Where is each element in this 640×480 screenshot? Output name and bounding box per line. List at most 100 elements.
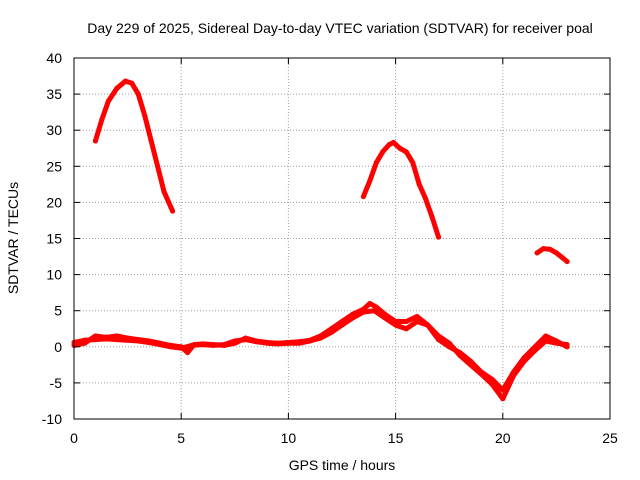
- data-point: [360, 194, 366, 200]
- data-point: [553, 338, 559, 344]
- series-baseline-b: [71, 308, 570, 393]
- data-point: [393, 322, 399, 328]
- data-point: [436, 234, 441, 240]
- data-point: [468, 358, 474, 364]
- series-arc-3: [534, 246, 570, 265]
- y-tick-label: 15: [46, 231, 62, 247]
- data-point: [157, 342, 163, 348]
- data-point: [446, 344, 452, 350]
- data-point: [367, 301, 373, 306]
- data-point: [232, 338, 238, 344]
- x-tick-label: 10: [281, 430, 297, 446]
- data-point: [436, 337, 441, 343]
- data-point: [521, 355, 527, 361]
- data-point: [168, 344, 173, 350]
- chart-title: Day 229 of 2025, Sidereal Day-to-day VTE…: [87, 20, 593, 36]
- data-point: [155, 163, 161, 169]
- y-tick-label: 5: [54, 303, 62, 319]
- x-tick-label: 15: [388, 430, 404, 446]
- data-point: [114, 85, 120, 91]
- data-point: [296, 340, 302, 346]
- data-point: [82, 337, 88, 343]
- data-point: [403, 149, 409, 155]
- data-point: [318, 335, 324, 341]
- series-arc-1: [92, 78, 176, 214]
- series-trace: [360, 140, 441, 240]
- data-point: [429, 214, 435, 220]
- data-point: [200, 342, 206, 348]
- data-point: [189, 342, 195, 348]
- data-point: [123, 78, 128, 84]
- data-point: [148, 138, 154, 144]
- data-point: [210, 342, 216, 348]
- data-point: [553, 250, 559, 256]
- y-tick-label: 35: [46, 86, 62, 102]
- data-point: [185, 350, 191, 356]
- data-point: [114, 337, 120, 343]
- y-tick-label: 40: [46, 50, 62, 66]
- data-point: [457, 350, 463, 356]
- data-point: [275, 341, 281, 347]
- y-tick-label: 20: [46, 194, 62, 210]
- data-point: [391, 140, 396, 145]
- y-tick-label: 30: [46, 122, 62, 138]
- data-point: [380, 149, 386, 155]
- data-point: [403, 319, 409, 324]
- data-layer: [71, 78, 570, 402]
- data-point: [264, 340, 270, 346]
- data-point: [92, 337, 98, 343]
- data-point: [142, 113, 148, 119]
- data-point: [146, 340, 152, 345]
- data-point: [511, 369, 516, 375]
- x-tick-label: 20: [495, 430, 511, 446]
- data-point: [489, 376, 495, 382]
- data-point: [382, 315, 388, 321]
- tick-layer: 0 5 10 15 20 25 -10 -5 0 5 10 15 20 25 30 35 40: [42, 50, 618, 446]
- data-point: [161, 189, 167, 195]
- data-point: [135, 338, 141, 344]
- data-point: [534, 250, 540, 256]
- data-point: [423, 196, 429, 202]
- data-point: [328, 329, 334, 335]
- data-point: [478, 369, 484, 375]
- data-point: [253, 339, 259, 345]
- y-tick-label: -5: [50, 375, 63, 391]
- data-point: [500, 387, 506, 393]
- data-point: [360, 309, 366, 315]
- data-point: [178, 345, 184, 351]
- data-point: [564, 259, 570, 265]
- x-tick-label: 25: [602, 430, 618, 446]
- data-point: [386, 142, 392, 148]
- data-point: [285, 340, 291, 346]
- data-point: [99, 116, 105, 122]
- data-point: [307, 338, 313, 344]
- data-point: [350, 315, 356, 321]
- x-tick-label: 0: [70, 430, 78, 446]
- data-point: [564, 344, 570, 350]
- data-point: [560, 255, 566, 261]
- data-point: [532, 344, 538, 350]
- data-point: [414, 314, 420, 319]
- data-point: [397, 145, 403, 151]
- y-axis-title: SDTVAR / TECUs: [5, 182, 21, 294]
- data-point: [105, 98, 111, 104]
- data-point: [547, 246, 553, 252]
- y-tick-label: 0: [54, 339, 62, 355]
- x-axis-title: GPS time / hours: [289, 457, 396, 473]
- data-point: [541, 246, 546, 252]
- data-point: [129, 80, 135, 86]
- data-point: [125, 337, 131, 343]
- series-arc-2: [360, 140, 441, 240]
- data-point: [500, 396, 506, 402]
- y-tick-label: 25: [46, 158, 62, 174]
- data-point: [410, 160, 416, 166]
- y-tick-label: -10: [42, 411, 62, 427]
- data-point: [170, 208, 176, 214]
- data-point: [103, 336, 109, 342]
- data-point: [221, 342, 227, 348]
- data-point: [543, 333, 549, 339]
- data-point: [425, 322, 431, 328]
- x-tick-label: 5: [177, 430, 185, 446]
